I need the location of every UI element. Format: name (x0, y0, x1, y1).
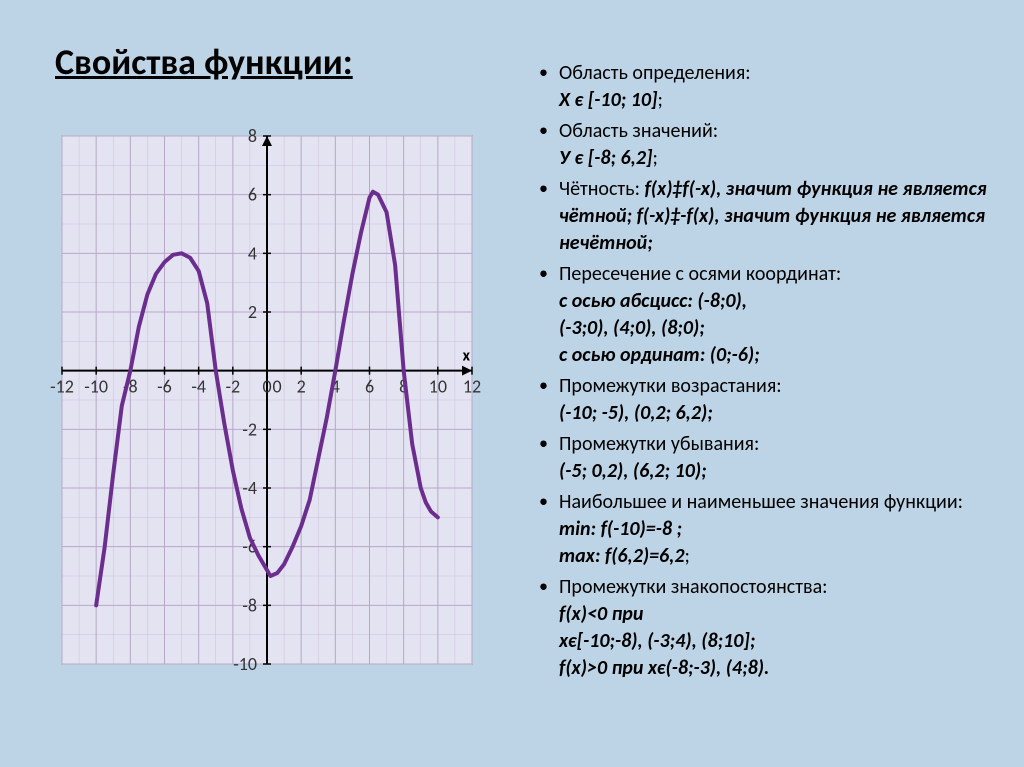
properties-list: Область определения:Х є [-10; 10];Област… (535, 60, 994, 682)
svg-text:-10: -10 (84, 376, 108, 398)
property-item: Промежутки возрастания: (-10; -5), (0,2; … (535, 373, 994, 427)
svg-text:-10: -10 (233, 653, 257, 675)
property-value: (-10; -5), (0,2; 6,2); (559, 401, 713, 425)
property-lead: Область определения: (559, 61, 751, 85)
property-tail: ; (652, 146, 657, 170)
svg-text:-12: -12 (50, 376, 74, 398)
property-lead: Промежутки возрастания: (559, 374, 782, 398)
property-value: f(x)<0 прихє[-10;-8), (-3;4), (8;10];f(x… (559, 602, 769, 680)
page-title: Свойства функции: (30, 40, 510, 84)
property-value: У є [-8; 6,2] (559, 146, 652, 170)
svg-text:-6: -6 (157, 376, 172, 398)
svg-text:6: 6 (248, 184, 257, 206)
svg-text:10: 10 (429, 376, 447, 398)
svg-text:4: 4 (248, 242, 257, 264)
property-lead: Чётность: (559, 177, 644, 201)
svg-text:0: 0 (272, 376, 281, 398)
svg-text:-4: -4 (242, 477, 257, 499)
property-tail: ; (658, 88, 663, 112)
property-item: Наибольшее и наименьшее значения функции… (535, 489, 994, 570)
property-lead: Наибольшее и наименьшее значения функции… (559, 490, 963, 514)
property-lead: Промежутки убывания: (559, 432, 759, 456)
property-lead: Промежутки знакопостоянства: (559, 575, 828, 599)
svg-text:-4: -4 (191, 376, 206, 398)
property-tail: ; (684, 544, 689, 568)
property-item: Пересечение с осями координат: с осью абс… (535, 261, 994, 369)
property-item: Промежутки убывания: (-5; 0,2), (6,2; 10)… (535, 431, 994, 485)
svg-text:-8: -8 (242, 594, 257, 616)
svg-text:8: 8 (248, 125, 257, 147)
property-lead: Пересечение с осями координат: (559, 262, 841, 286)
property-value: min: f(-10)=-8 ; max: f(6,2)=6,2 (559, 517, 684, 568)
svg-text:2: 2 (297, 376, 306, 398)
function-chart: -12-10-8-6-4-2024681012-10-8-6-4-224680x (30, 124, 490, 684)
svg-text:6: 6 (365, 376, 374, 398)
property-lead: Область значений: (559, 119, 718, 143)
svg-text:-2: -2 (226, 376, 241, 398)
property-item: Промежутки знакопостоянства: f(x)<0 прихє… (535, 574, 994, 682)
svg-text:-2: -2 (242, 418, 257, 440)
svg-text:x: x (463, 347, 471, 366)
property-item: Область определения: Х є [-10; 10]; (535, 60, 994, 114)
svg-text:0: 0 (262, 376, 271, 398)
property-item: Область значений: У є [-8; 6,2]; (535, 118, 994, 172)
property-item: Чётность: f(x)‡f(-x), значит функция не … (535, 176, 994, 257)
property-value: Х є [-10; 10] (559, 88, 658, 112)
svg-text:12: 12 (463, 376, 481, 398)
property-value: (-5; 0,2), (6,2; 10); (559, 459, 707, 483)
svg-text:2: 2 (248, 301, 257, 323)
property-value: с осью абсцисс: (-8;0),(-3;0), (4;0), (8… (559, 289, 760, 367)
